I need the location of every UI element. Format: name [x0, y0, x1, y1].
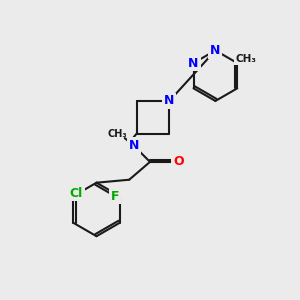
Text: N: N [128, 139, 139, 152]
Text: N: N [188, 57, 199, 70]
Text: N: N [210, 44, 220, 57]
Text: CH₃: CH₃ [236, 54, 257, 64]
Text: F: F [111, 190, 119, 202]
Text: O: O [173, 155, 184, 168]
Text: N: N [164, 94, 175, 107]
Text: Cl: Cl [70, 187, 83, 200]
Text: CH₃: CH₃ [107, 129, 127, 139]
